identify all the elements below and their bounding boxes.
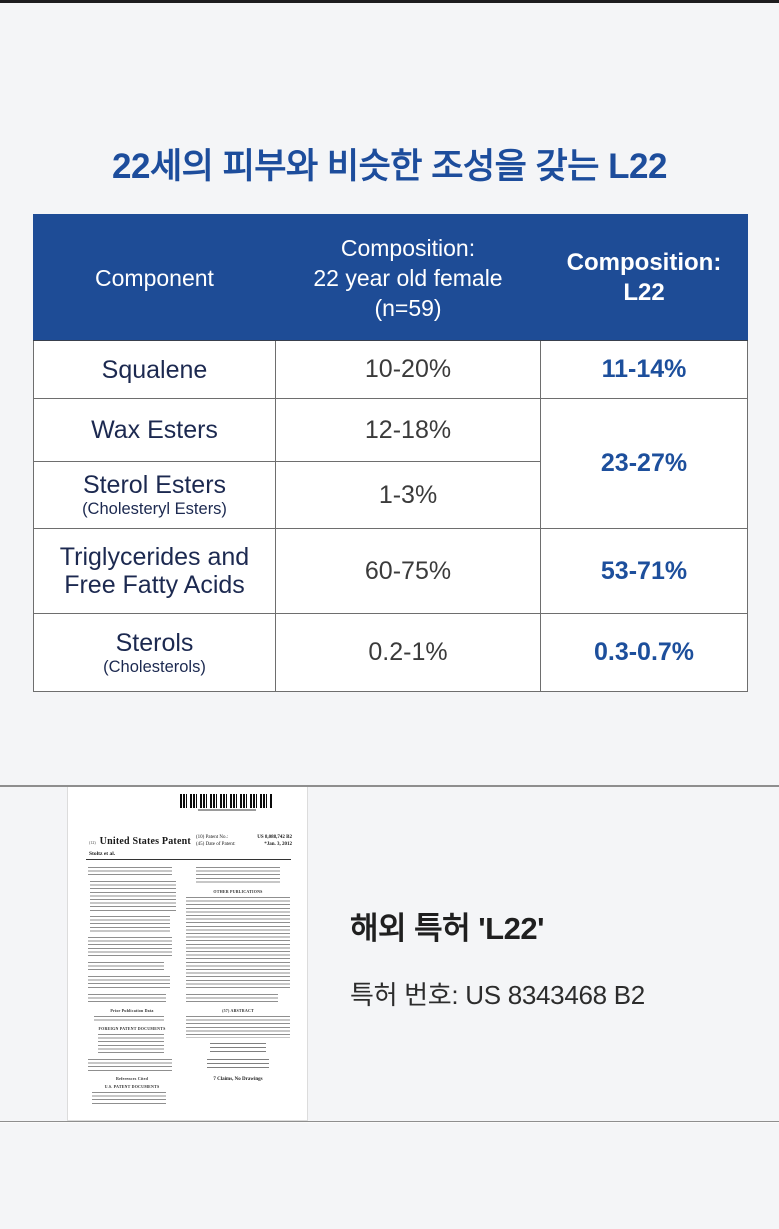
- l22-value: 11-14%: [540, 340, 748, 399]
- table-row-triglycerides: Triglycerides and Free Fatty Acids 60-75…: [33, 528, 748, 614]
- section-divider-top: [0, 785, 779, 787]
- patent-right-column: OTHER PUBLICATIONS (57) ABSTRACT 7 Claim…: [186, 867, 290, 1082]
- patent-document-image: (12) United States Patent Stoltz et al. …: [67, 787, 308, 1121]
- header-component-label: Component: [95, 264, 214, 291]
- chemical-formula: [207, 1059, 269, 1071]
- patent-left-column: Prior Publication Data FOREIGN PATENT DO…: [88, 867, 176, 1111]
- female-value: 10-20%: [275, 340, 541, 399]
- table-row-wax-esters: Wax Esters 12-18% 23-27%: [33, 398, 748, 529]
- component-name: Squalene: [33, 340, 276, 399]
- patent-header-right: (10) Patent No.: US 8,088,742 B2 (45) Dat…: [196, 835, 292, 847]
- female-value: 12-18%: [275, 398, 541, 462]
- patent-info-heading: 해외 특허 'L22': [350, 911, 544, 946]
- top-edge-bar: [0, 0, 779, 3]
- l22-value: 53-71%: [540, 528, 748, 614]
- header-composition-l22: Composition: L22: [540, 214, 748, 341]
- barcode-number: [198, 809, 256, 811]
- patent-date: *Jan. 3, 2012: [264, 842, 292, 847]
- component-name: Triglycerides and Free Fatty Acids: [33, 528, 276, 614]
- female-value: 60-75%: [275, 528, 541, 614]
- table-row-sterols: Sterols (Cholesterols) 0.2-1% 0.3-0.7%: [33, 613, 748, 692]
- barcode-icon: [180, 794, 272, 808]
- l22-value: 0.3-0.7%: [540, 613, 748, 692]
- composition-table: Component Composition: 22 year old femal…: [33, 214, 748, 692]
- chemical-formula: [210, 1043, 266, 1053]
- header-component: Component: [33, 214, 276, 341]
- patent-header-rule: [86, 859, 291, 860]
- page-title: 22세의 피부와 비슷한 조성을 갖는 L22: [112, 147, 667, 186]
- component-name: Sterols (Cholesterols): [33, 613, 276, 692]
- patent-header-left: (12) United States Patent Stoltz et al.: [89, 831, 209, 857]
- patent-party: Stoltz et al.: [89, 851, 116, 857]
- header-composition-female: Composition: 22 year old female (n=59): [275, 214, 541, 341]
- component-name: Sterol Esters (Cholesteryl Esters): [33, 461, 276, 529]
- patent-number: US 8,088,742 B2: [257, 835, 292, 840]
- l22-value-merged: 23-27%: [540, 398, 748, 529]
- table-header-row: Component Composition: 22 year old femal…: [33, 214, 748, 341]
- component-name: Wax Esters: [33, 398, 276, 462]
- patent-info-block: 해외 특허 'L22' 특허 번호: US 8343468 B2: [350, 903, 645, 1012]
- claims-note: 7 Claims, No Drawings: [213, 1077, 263, 1082]
- section-divider-bottom: [0, 1121, 779, 1123]
- female-value: 1-3%: [275, 461, 541, 529]
- female-value: 0.2-1%: [275, 613, 541, 692]
- table-row-squalene: Squalene 10-20% 11-14%: [33, 340, 748, 399]
- table-row-sterol-esters: Sterol Esters (Cholesteryl Esters) 1-3%: [33, 461, 748, 529]
- patent-info-number: 특허 번호: US 8343468 B2: [350, 980, 645, 1010]
- patent-title-text: United States Patent: [99, 836, 191, 847]
